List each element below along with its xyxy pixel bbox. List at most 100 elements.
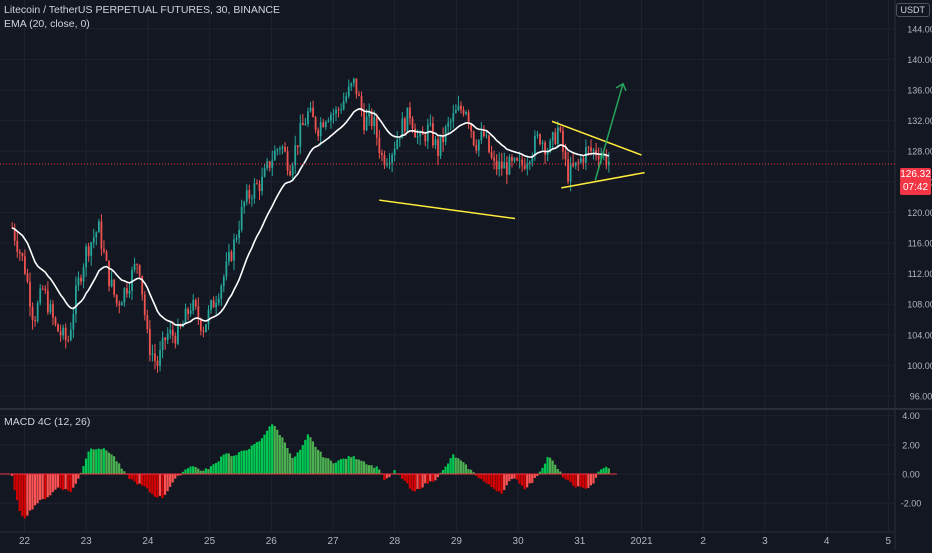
macd-histogram-bar xyxy=(378,469,381,474)
candle-body xyxy=(539,134,541,144)
time-tick-label: 4 xyxy=(824,536,830,547)
macd-histogram-bar xyxy=(431,474,434,482)
candle-body xyxy=(554,132,557,145)
candle-body xyxy=(64,327,67,341)
candle-body xyxy=(393,148,396,155)
macd-histogram-bar xyxy=(294,456,297,474)
candle-body xyxy=(447,122,450,127)
macd-tick-label: 2.00 xyxy=(902,440,920,450)
macd-histogram-bar xyxy=(385,474,389,479)
candle-body xyxy=(347,86,350,97)
macd-histogram-bar xyxy=(240,450,243,474)
macd-histogram-bar xyxy=(482,474,485,482)
candle-body xyxy=(383,155,386,166)
macd-histogram-bar xyxy=(273,426,276,474)
macd-histogram-bar xyxy=(500,474,503,494)
macd-histogram-bar xyxy=(23,474,26,519)
candle-body xyxy=(113,279,116,295)
candle-body xyxy=(556,127,559,145)
macd-histogram-bar xyxy=(347,456,350,474)
price-tick-label: 104.00 xyxy=(907,330,932,340)
macd-histogram-bar xyxy=(163,474,167,495)
triangle-upper-trendline[interactable] xyxy=(551,120,642,156)
macd-histogram-bar xyxy=(566,474,570,481)
macd-histogram-bar xyxy=(505,474,508,486)
candle-body xyxy=(505,162,508,175)
candle-body xyxy=(187,308,190,314)
candle-body xyxy=(485,135,488,137)
candle-body xyxy=(495,160,498,170)
macd-histogram-bar xyxy=(281,437,284,474)
price-tick-label: 116.00 xyxy=(908,239,932,249)
candle-body xyxy=(230,251,233,261)
candle-body xyxy=(143,294,146,316)
macd-histogram-bar xyxy=(158,474,162,496)
macd-histogram-bar xyxy=(192,466,195,474)
candle-body xyxy=(31,306,34,321)
macd-histogram-bar xyxy=(202,470,205,474)
macd-histogram-bar xyxy=(18,474,21,512)
time-tick-label: 5 xyxy=(886,536,892,547)
candle-body xyxy=(559,127,562,131)
symbol-legend[interactable]: Litecoin / TetherUS PERPETUAL FUTURES, 3… xyxy=(4,4,281,16)
currency-label[interactable]: USDT xyxy=(895,3,930,17)
macd-histogram-bar xyxy=(408,474,411,489)
macd-histogram-bar xyxy=(181,471,185,474)
macd-histogram-bar xyxy=(597,471,600,474)
macd-histogram-bar xyxy=(551,460,554,474)
macd-histogram-bar xyxy=(225,453,228,474)
candle-body xyxy=(131,270,133,291)
ema-line[interactable] xyxy=(11,108,610,326)
macd-legend[interactable]: MACD 4C (12, 26) xyxy=(4,416,91,428)
candle-body xyxy=(57,324,59,332)
ema-legend[interactable]: EMA (20, close, 0) xyxy=(4,18,90,30)
triangle-lower-trendline[interactable] xyxy=(561,171,645,189)
macd-histogram-bar xyxy=(342,458,345,474)
macd-histogram-bar xyxy=(411,474,414,491)
candle-body xyxy=(352,78,355,84)
macd-histogram-bar xyxy=(536,474,539,477)
candle-body xyxy=(595,149,598,156)
candle-body xyxy=(324,121,327,128)
forecast-arrow-head xyxy=(615,82,627,92)
macd-histogram-bar xyxy=(217,461,220,474)
macd-histogram-bar xyxy=(589,474,593,486)
candle-body xyxy=(592,149,595,152)
candle-body xyxy=(291,165,294,176)
macd-histogram-bar xyxy=(156,474,159,498)
macd-histogram-bar xyxy=(212,464,215,474)
candle-body xyxy=(92,237,95,243)
macd-histogram-bar xyxy=(388,474,391,478)
macd-histogram-bar xyxy=(508,474,511,482)
macd-histogram-bar xyxy=(90,448,93,474)
candle-body xyxy=(179,325,182,328)
macd-histogram-bar xyxy=(220,456,223,474)
candle-body xyxy=(442,135,445,142)
macd-histogram-bar xyxy=(429,474,432,482)
forecast-arrow-shaft[interactable] xyxy=(594,83,624,181)
candle-body xyxy=(335,109,337,114)
candle-body xyxy=(169,329,172,334)
candle-body xyxy=(562,130,564,152)
macd-histogram-bar xyxy=(337,460,340,474)
candle-body xyxy=(294,145,297,166)
candle-body xyxy=(286,151,289,171)
candle-body xyxy=(567,159,569,182)
candle-body xyxy=(470,124,473,132)
macd-histogram-bar xyxy=(232,455,236,474)
candle-body xyxy=(477,140,480,151)
macd-histogram-bar xyxy=(21,474,24,517)
macd-histogram-bar xyxy=(426,474,429,484)
price-tick-label: 144.00 xyxy=(907,24,932,34)
macd-histogram-bar xyxy=(587,474,590,488)
macd-histogram-bar xyxy=(46,474,49,498)
candle-body xyxy=(115,294,118,304)
candle-body xyxy=(375,117,378,138)
candle-body xyxy=(299,122,302,147)
candle-body xyxy=(378,137,381,154)
candle-body xyxy=(248,190,251,199)
support-trendline[interactable] xyxy=(379,199,516,220)
candle-body xyxy=(273,150,276,161)
